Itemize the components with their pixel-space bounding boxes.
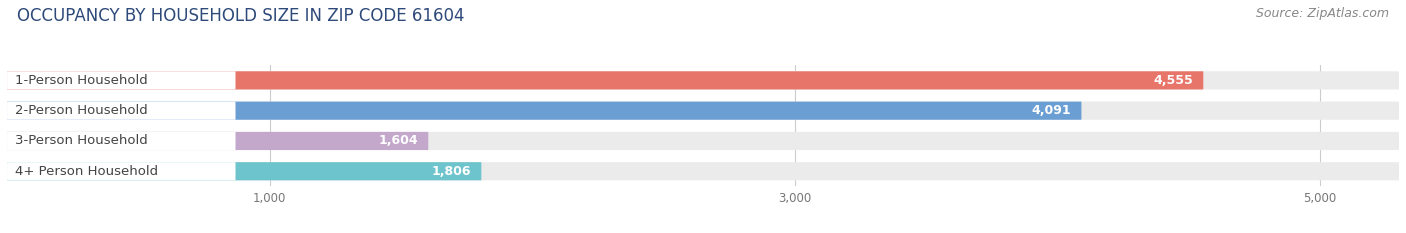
Text: OCCUPANCY BY HOUSEHOLD SIZE IN ZIP CODE 61604: OCCUPANCY BY HOUSEHOLD SIZE IN ZIP CODE … <box>17 7 464 25</box>
Text: 4+ Person Household: 4+ Person Household <box>15 165 157 178</box>
Text: 1,806: 1,806 <box>432 165 471 178</box>
FancyBboxPatch shape <box>7 71 1204 89</box>
FancyBboxPatch shape <box>7 162 236 180</box>
Text: 1,604: 1,604 <box>378 134 418 147</box>
Text: 4,555: 4,555 <box>1153 74 1192 87</box>
Text: 1-Person Household: 1-Person Household <box>15 74 148 87</box>
FancyBboxPatch shape <box>7 102 236 120</box>
Text: 4,091: 4,091 <box>1032 104 1071 117</box>
Text: 2-Person Household: 2-Person Household <box>15 104 148 117</box>
FancyBboxPatch shape <box>7 102 1081 120</box>
FancyBboxPatch shape <box>7 132 429 150</box>
FancyBboxPatch shape <box>7 102 1399 120</box>
Text: Source: ZipAtlas.com: Source: ZipAtlas.com <box>1256 7 1389 20</box>
FancyBboxPatch shape <box>7 71 1399 89</box>
FancyBboxPatch shape <box>7 162 481 180</box>
FancyBboxPatch shape <box>7 132 1399 150</box>
Text: 3-Person Household: 3-Person Household <box>15 134 148 147</box>
FancyBboxPatch shape <box>7 71 236 89</box>
FancyBboxPatch shape <box>7 162 1399 180</box>
FancyBboxPatch shape <box>7 132 236 150</box>
